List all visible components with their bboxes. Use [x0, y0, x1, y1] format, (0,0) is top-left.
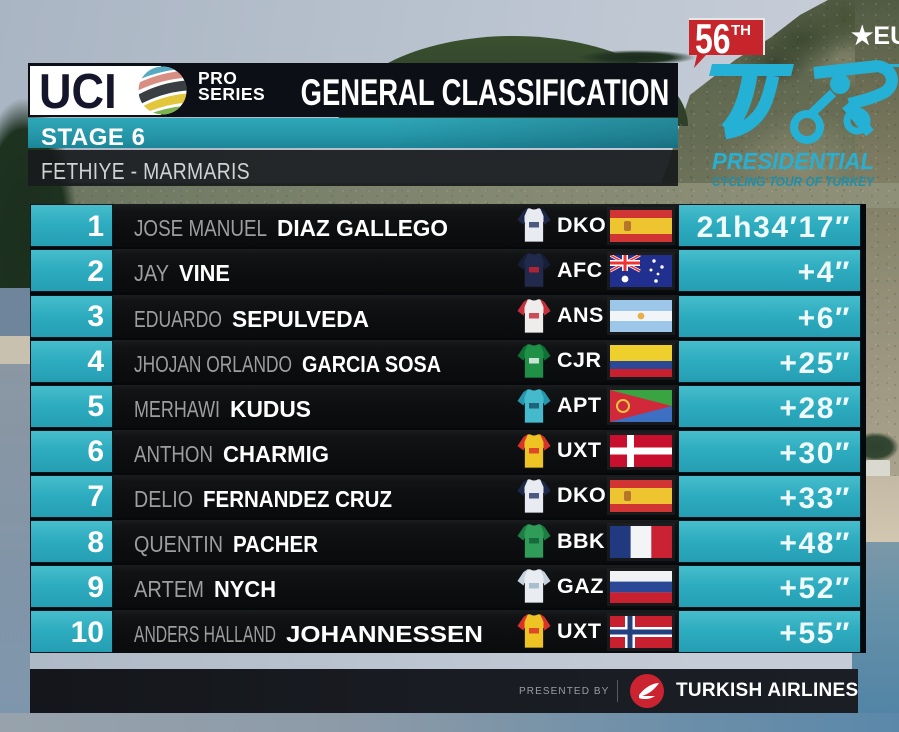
svg-text:GARCIA SOSA: GARCIA SOSA: [302, 351, 441, 377]
svg-text:JHOJAN ORLANDO: JHOJAN ORLANDO: [134, 351, 292, 377]
svg-text:TH: TH: [731, 22, 751, 39]
svg-text:EDUARDO: EDUARDO: [134, 306, 222, 332]
svg-text:DELIO: DELIO: [134, 486, 193, 512]
svg-text:QUENTIN: QUENTIN: [134, 531, 223, 557]
svg-text:NYCH: NYCH: [214, 576, 276, 602]
svg-text:VINE: VINE: [179, 260, 230, 286]
svg-text:MERHAWI: MERHAWI: [134, 396, 220, 422]
svg-text:JOSE MANUEL: JOSE MANUEL: [134, 215, 267, 241]
svg-text:SEPULVEDA: SEPULVEDA: [232, 306, 369, 332]
svg-text:PACHER: PACHER: [233, 531, 318, 557]
svg-text:KUDUS: KUDUS: [230, 396, 311, 422]
svg-text:JAY: JAY: [134, 260, 169, 286]
svg-text:56: 56: [695, 17, 731, 62]
svg-text:ANTHON: ANTHON: [134, 441, 213, 467]
svg-text:FERNANDEZ CRUZ: FERNANDEZ CRUZ: [203, 486, 392, 512]
svg-text:DIAZ GALLEGO: DIAZ GALLEGO: [277, 215, 448, 241]
svg-text:ARTEM: ARTEM: [134, 576, 204, 602]
svg-text:ANDERS HALLAND: ANDERS HALLAND: [134, 621, 276, 647]
svg-text:CYCLING TOUR OF TURKEY: CYCLING TOUR OF TURKEY: [712, 175, 876, 189]
svg-text:JOHANNESSEN: JOHANNESSEN: [286, 621, 483, 647]
svg-text:PRESIDENTIAL: PRESIDENTIAL: [712, 148, 874, 174]
svg-text:CHARMIG: CHARMIG: [223, 441, 329, 467]
